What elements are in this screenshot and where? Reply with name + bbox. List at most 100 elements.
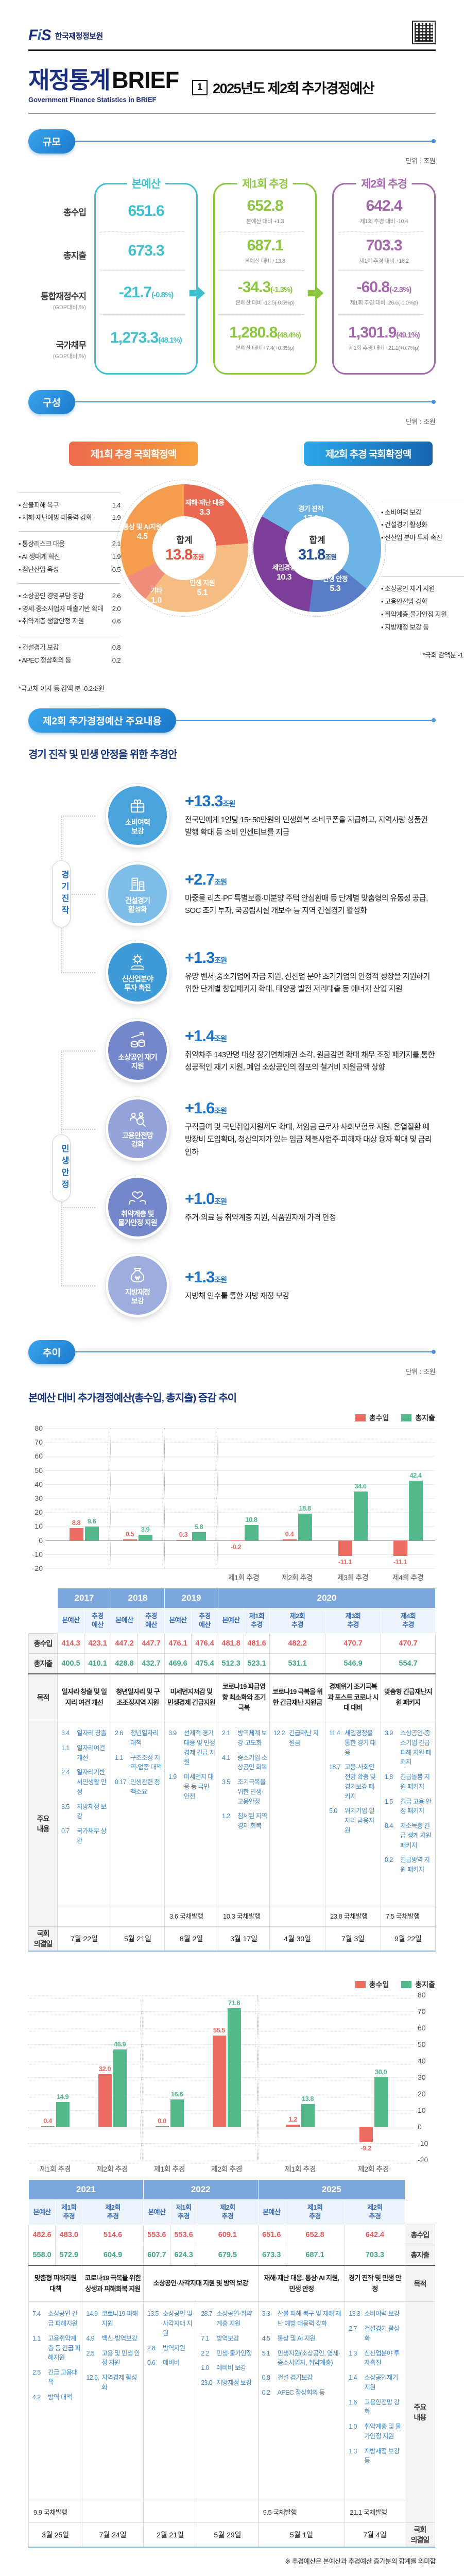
page-header: FiS 한국재정정보원: [0, 0, 464, 49]
revenue-value: 481.6: [244, 1633, 270, 1654]
contents-group-민생안정: 민생안정 소상공인 재기 지원 +1.4조원 취약차주 143만명 대상 장기연체채권…: [28, 1011, 436, 1325]
bond-cell: [82, 2501, 144, 2523]
contents-item-text: +1.4조원 취약차주 143만명 대상 장기연체채권 소각, 원금감면 확대 채…: [185, 1023, 436, 1078]
purpose-cell: 일자리 창출 및 일자리 여건 개선: [57, 1673, 112, 1722]
bar-revenue: [338, 1540, 352, 1556]
scale-row-label-sub: (GDP대비,%): [53, 353, 86, 360]
chart-plot: 80 70 60 50 40 30 20 10 0 -10 -20 8.8 9.6 0.5 3.9 0.3 5.…: [28, 1424, 435, 1572]
column-header: 제2회 추경: [345, 2199, 405, 2225]
purpose-cell: 경제위기 조기극복과 포스트 코로나 시대 대비: [325, 1673, 382, 1722]
legend-label: 총수입: [369, 1413, 389, 1422]
contents-item-amount: +1.3조원: [185, 948, 227, 967]
contents-cell-list: 2.6 청년일자리 대책 1.1 구조조정 지역·업종 대책 0.17 민생관련 정책소요: [115, 1728, 163, 1899]
donut-segment-value: 4.5: [136, 532, 148, 541]
scale-value-suffix: (49.1%): [396, 330, 420, 340]
data-table: 2017 2018 2019 2020 본예산 추경 예산 본예산 추경 예산 본예산 추경 예산…: [28, 1587, 436, 1952]
expenditure-value: 428.8: [111, 1653, 139, 1674]
bullet-item: 재해·재난예방·대응력 강화1.9: [19, 513, 121, 523]
contents-item-amount: +1.4조원: [185, 1027, 227, 1045]
donut-segment-label: 민생 안정 5.3: [322, 575, 348, 595]
unit-label: 단위 : 조원: [405, 417, 436, 426]
contents-line: 3.3 산불 피해 복구 및 재해 재난 예방 대응력 강화: [262, 2309, 343, 2329]
donut-segment-value: 10.3: [276, 573, 292, 582]
section-line: [72, 400, 436, 404]
contents-line-text: 위기기업·일자리 금융지원: [345, 1807, 375, 1834]
revenue-value: 447.7: [138, 1633, 165, 1654]
revenue-value: 414.3: [57, 1633, 84, 1654]
contents-line-text: 예비비: [162, 2359, 180, 2367]
issue-number: 1: [192, 79, 208, 95]
bar-expenditure: [56, 2102, 70, 2127]
purpose-cell: 맞춤형 긴급재난지원 패키지: [381, 1673, 436, 1722]
scale-row-labels: 총수입 총지출 통합재정수지 (GDP대비,%) 국가채무 (GDP대비,%): [28, 183, 94, 375]
scale-card-제2회 추경: 제2회 추경 642.4 제1회 추경 대비 -10.4 703.3 제1회 추경 대비…: [332, 175, 436, 375]
contents-item-amount: +1.0조원: [185, 1190, 227, 1208]
contents-line-value: 0.7: [61, 1827, 70, 1835]
bond-cell: 21.1 국채발행: [345, 2501, 405, 2523]
contents-line-text: 일자리 창출: [77, 1730, 107, 1737]
contents-line: 1.4 소상공인재기 지원: [349, 2373, 403, 2393]
contents-item-text: +1.3조원 지방채 인수를 통한 지방 재정 보강: [185, 1264, 436, 1307]
purpose-cell: 코로나19 파급영향 최소화와 조기극복: [218, 1673, 270, 1722]
scale-value-cell: 1,273.3(48.1%): [100, 315, 192, 361]
row-label-revenue: 총수입: [404, 2224, 436, 2245]
contents-line-value: 0.2: [262, 2388, 270, 2396]
scale-value-note: 본예산 대비 -12.5(-0.5%p): [235, 299, 295, 306]
revenue-value: 553.6: [143, 2224, 171, 2245]
contents-section: 경기 진작 및 민생 안정을 위한 추경안 경기진작 소비여력 보강 +13.3조원…: [28, 746, 436, 1325]
contents-line: 1.5 긴급 고용 안정 패키지: [385, 1797, 434, 1817]
bar-revenue: [229, 1540, 243, 1541]
bullet-item: 건설경기 활성화2.7: [381, 520, 464, 530]
contents-line: 1.2 침체된 지역 경제 회복: [222, 1811, 268, 1831]
contents-line: 0.17 민생관련 정책소요: [115, 1777, 163, 1797]
table-expenditure-row: 558.0 572.9 604.9 607.7 624.3 679.5 673.3 687.1…: [28, 2244, 436, 2266]
contents-line: 7.4 소상공인 긴급 피해지원: [32, 2309, 80, 2329]
bullet-value: 2.0: [112, 604, 121, 613]
contents-line-text: 국가채무 상환: [77, 1827, 107, 1844]
scale-value-note: 본예산 대비 +1.3: [246, 218, 284, 225]
column-header: 제3회 추경: [325, 1607, 382, 1634]
contents-line-text: 고용안전망 강화: [364, 2398, 400, 2416]
contents-item: 소상공인 재기 지원 +1.4조원 취약차주 143만명 대상 장기연체채권 소각,…: [61, 1011, 436, 1090]
contents-item-circle: 취약계층 및 물가안정 지원: [106, 1175, 169, 1239]
column-header: 본예산: [57, 1607, 84, 1634]
expenditure-value: 554.7: [381, 1653, 436, 1674]
table-purpose-row: 맞춤형 피해지원 대책 코로나19 극복을 위한 상생과 피해회복 지원 소상공인·…: [28, 2264, 436, 2302]
vote-date-cell: 5월 29일: [197, 2522, 259, 2548]
bar-value-label: 34.6: [354, 1482, 367, 1490]
bullet-item: 산불피해 복구1.4: [19, 501, 121, 511]
scale-value-suffix: (-1.3%): [270, 285, 293, 294]
vote-date-cell: 4월 30일: [269, 1926, 326, 1952]
section-scale-pill: 규모: [28, 129, 75, 154]
contents-line-text: 구조조정 지역·업종 대책: [130, 1754, 162, 1771]
contents-line-text: 소상공인재기 지원: [364, 2374, 398, 2391]
contents-item-desc: 구직급여 및 국민취업지원제도 확대, 저임금 근로자 사회보험료 지원, 온열…: [185, 1122, 432, 1157]
scale-value-cell: -60.8(-2.3%) 제1회 추경 대비 -26.6(-1.0%p): [338, 271, 430, 314]
contents-line-text: 지방재정 보강: [216, 2379, 252, 2387]
bullet-text: 첨단산업 육성: [19, 565, 112, 575]
bullet-item: 통상리스크 대응2.1: [19, 539, 121, 549]
contents-item: 소비여력 보강 +13.3조원 전국민에게 1인당 15~50만원의 민생회복 소비…: [61, 776, 436, 855]
scale-value-cell: 652.8 본예산 대비 +1.3: [219, 192, 311, 231]
expenditure-value: 607.7: [143, 2244, 171, 2266]
table-2017-2020: 2017 2018 2019 2020 본예산 추경 예산 본예산 추경 예산 본예산 추경 예산…: [0, 1587, 464, 1952]
composition-left-body: 산불피해 복구1.4재해·재난예방·대응력 강화1.9통상리스크 대응2.1AI…: [19, 479, 253, 674]
revenue-value: 651.6: [257, 2224, 285, 2245]
legend-item-총수입: 총수입: [355, 1979, 389, 1990]
contents-line: 0.2 APEC 정상회의 등: [262, 2388, 343, 2398]
y-tick-label: 50: [418, 2040, 426, 2049]
bullet-value: 1.4: [112, 501, 121, 509]
jobs-icon: [130, 1112, 146, 1127]
revenue-value: 476.4: [191, 1633, 219, 1654]
contents-item-unit: 조원: [214, 1197, 227, 1206]
y-tick-label: 80: [35, 1423, 43, 1432]
fis-logo-icon: FiS: [28, 27, 51, 44]
scale-value-note: 본예산 대비 +7.4(+0.3%p): [235, 345, 295, 351]
chart-plot: 80 70 60 50 40 30 20 10 0 -10 -20 0.4 14.9 32.0 46.9 0.…: [28, 1991, 435, 2164]
donut-left-center: 합계 13.8조원: [152, 516, 216, 580]
bar-value-label: 16.6: [170, 2090, 183, 2098]
section-contents-pill: 제2회 추가경정예산 주요내용: [28, 708, 176, 733]
contents-cell: 14.9 코로나19 피해 지원 4.9 백신·방역보강 2.5 고용 및 민생 안정 지…: [82, 2301, 144, 2502]
contents-line-text: APEC 정상회의 등: [277, 2388, 325, 2396]
